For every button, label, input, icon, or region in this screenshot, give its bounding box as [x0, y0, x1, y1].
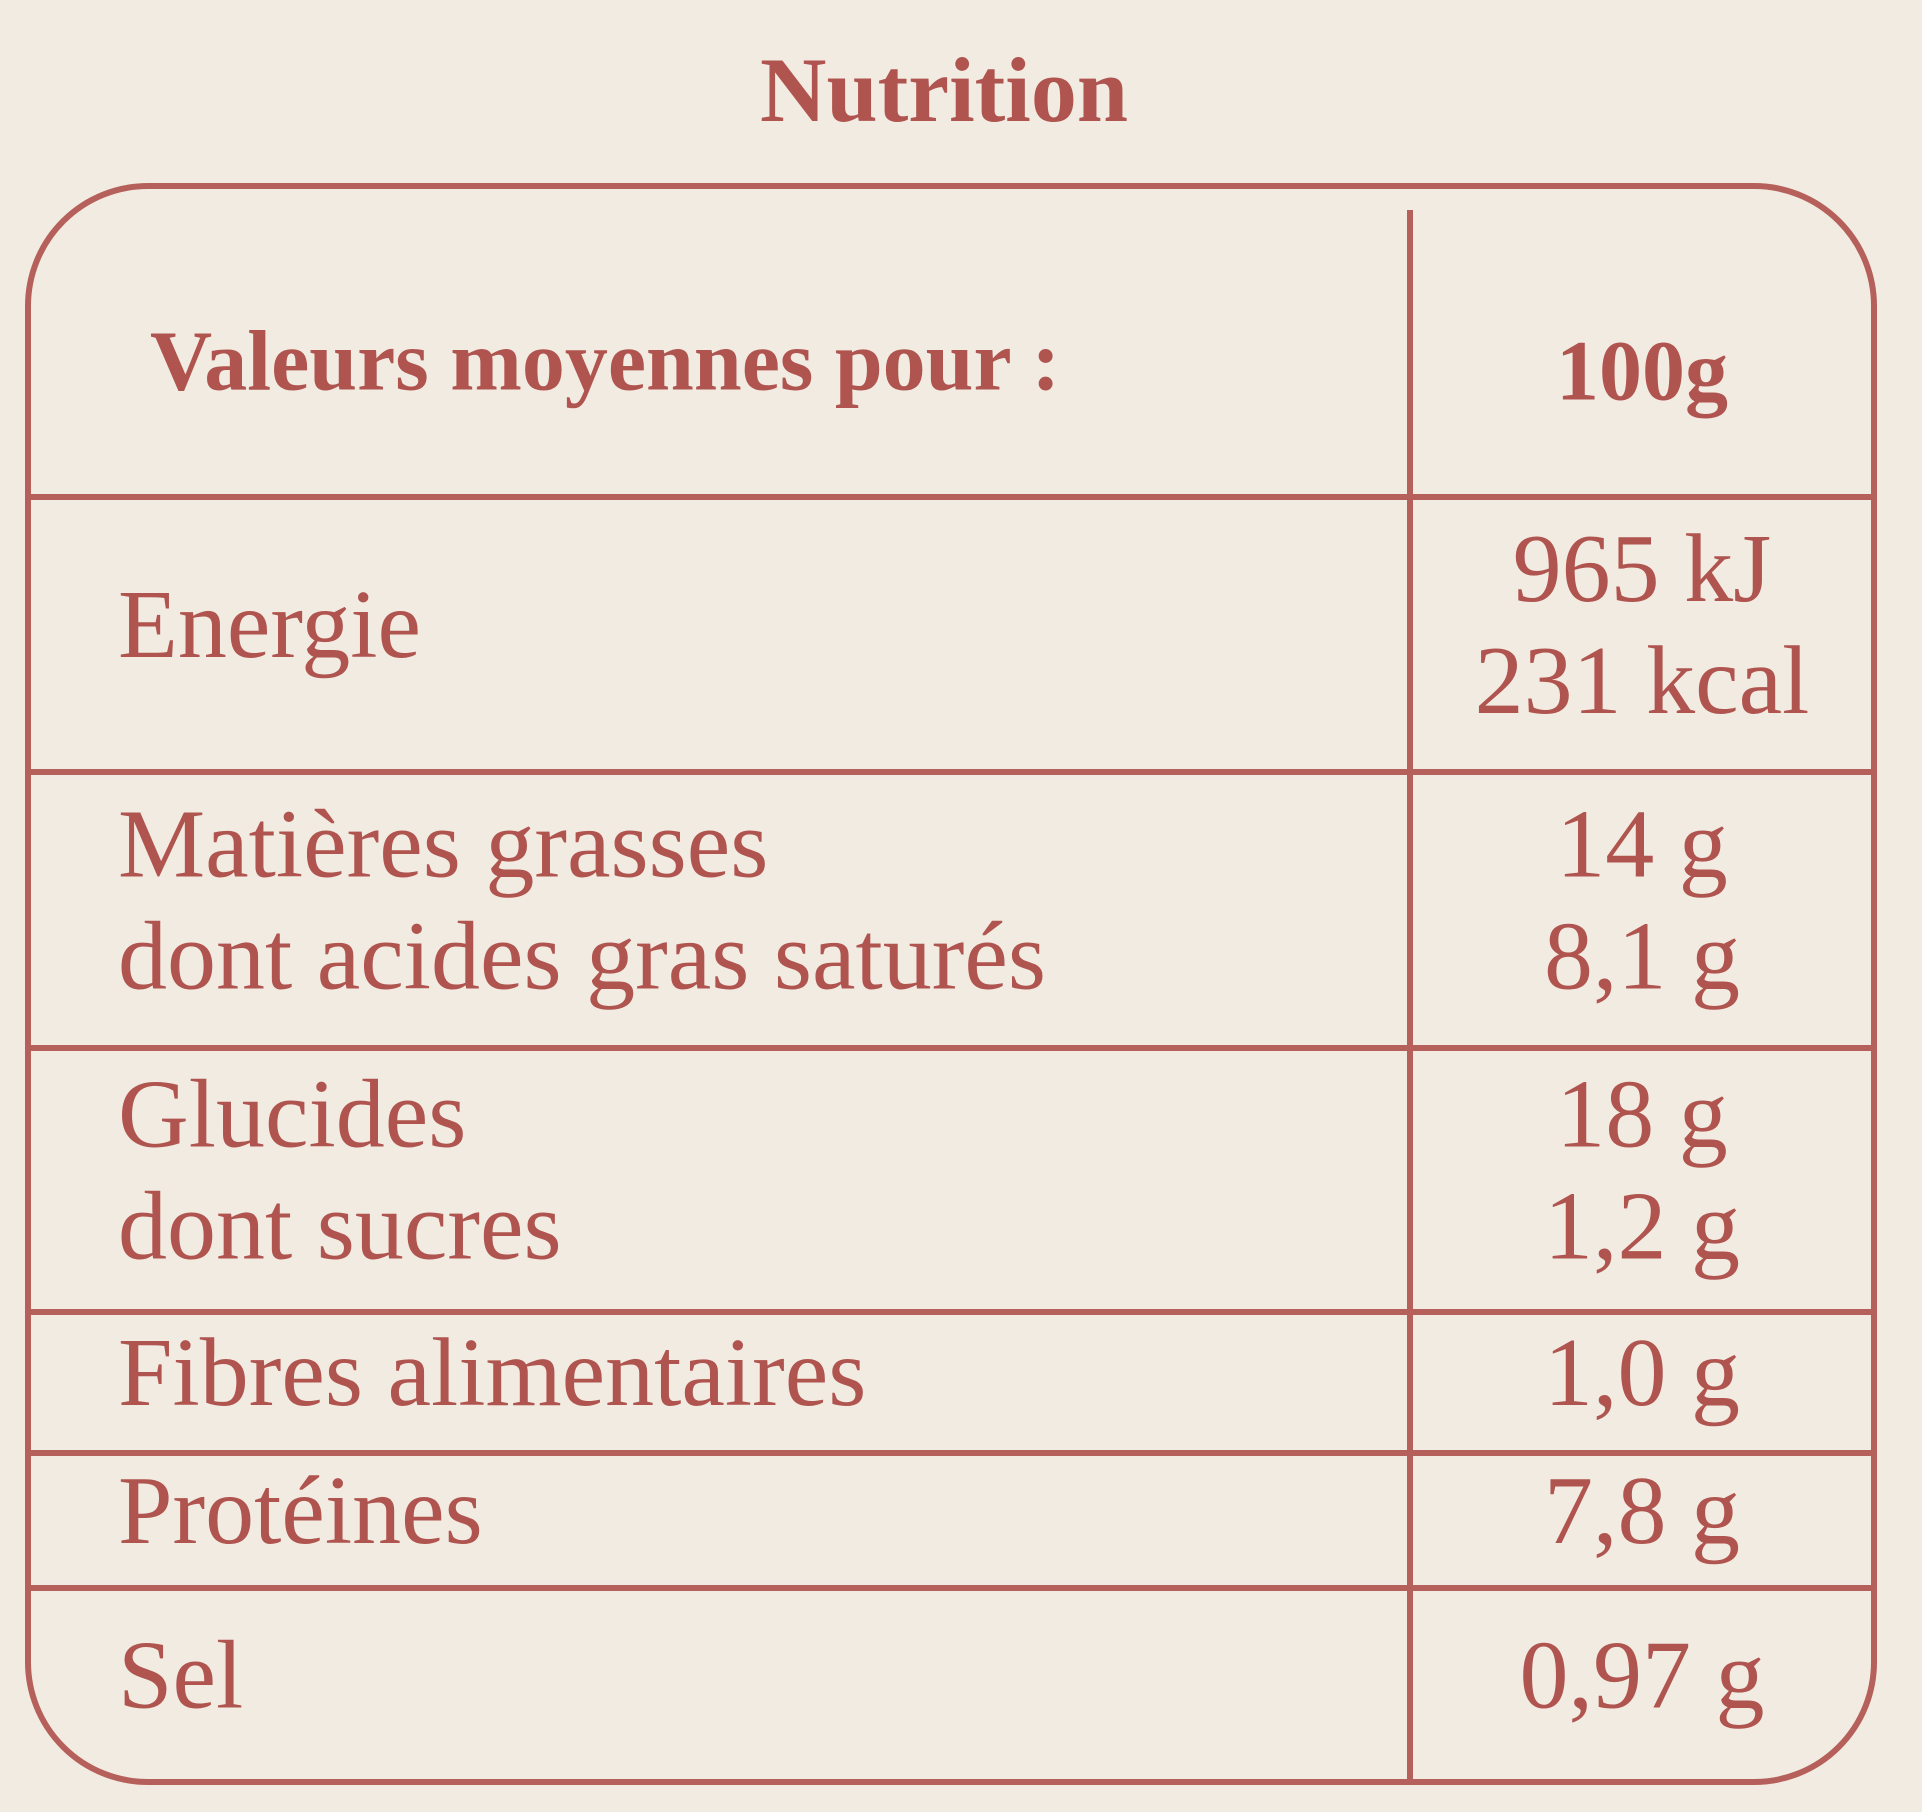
row-value: 1,2 g — [1544, 1172, 1740, 1280]
row-label: Glucides — [118, 1060, 466, 1168]
row-value: 965 kJ — [1513, 515, 1772, 623]
row-label: Protéines — [118, 1457, 483, 1565]
row-label: Matières grasses — [118, 790, 768, 898]
row-value: 14 g — [1556, 790, 1728, 898]
row-label: dont acides gras saturés — [118, 902, 1046, 1010]
header-label: Valeurs moyennes pour : — [150, 313, 1060, 409]
row-value: 1,0 g — [1544, 1319, 1740, 1427]
row-label: dont sucres — [118, 1172, 562, 1280]
row-dividers — [28, 494, 1874, 1591]
row-label: Fibres alimentaires — [118, 1319, 866, 1427]
row-value: 7,8 g — [1544, 1457, 1740, 1565]
header-value: 100g — [1556, 323, 1728, 419]
row-value: 8,1 g — [1544, 902, 1740, 1010]
row-value: 18 g — [1556, 1060, 1728, 1168]
title: Nutrition — [760, 39, 1128, 141]
row-label: Sel — [118, 1621, 243, 1729]
table-border — [25, 183, 1877, 1785]
row-value: 231 kcal — [1475, 627, 1810, 735]
row-label: Energie — [118, 571, 421, 679]
row-value: 0,97 g — [1520, 1621, 1765, 1729]
